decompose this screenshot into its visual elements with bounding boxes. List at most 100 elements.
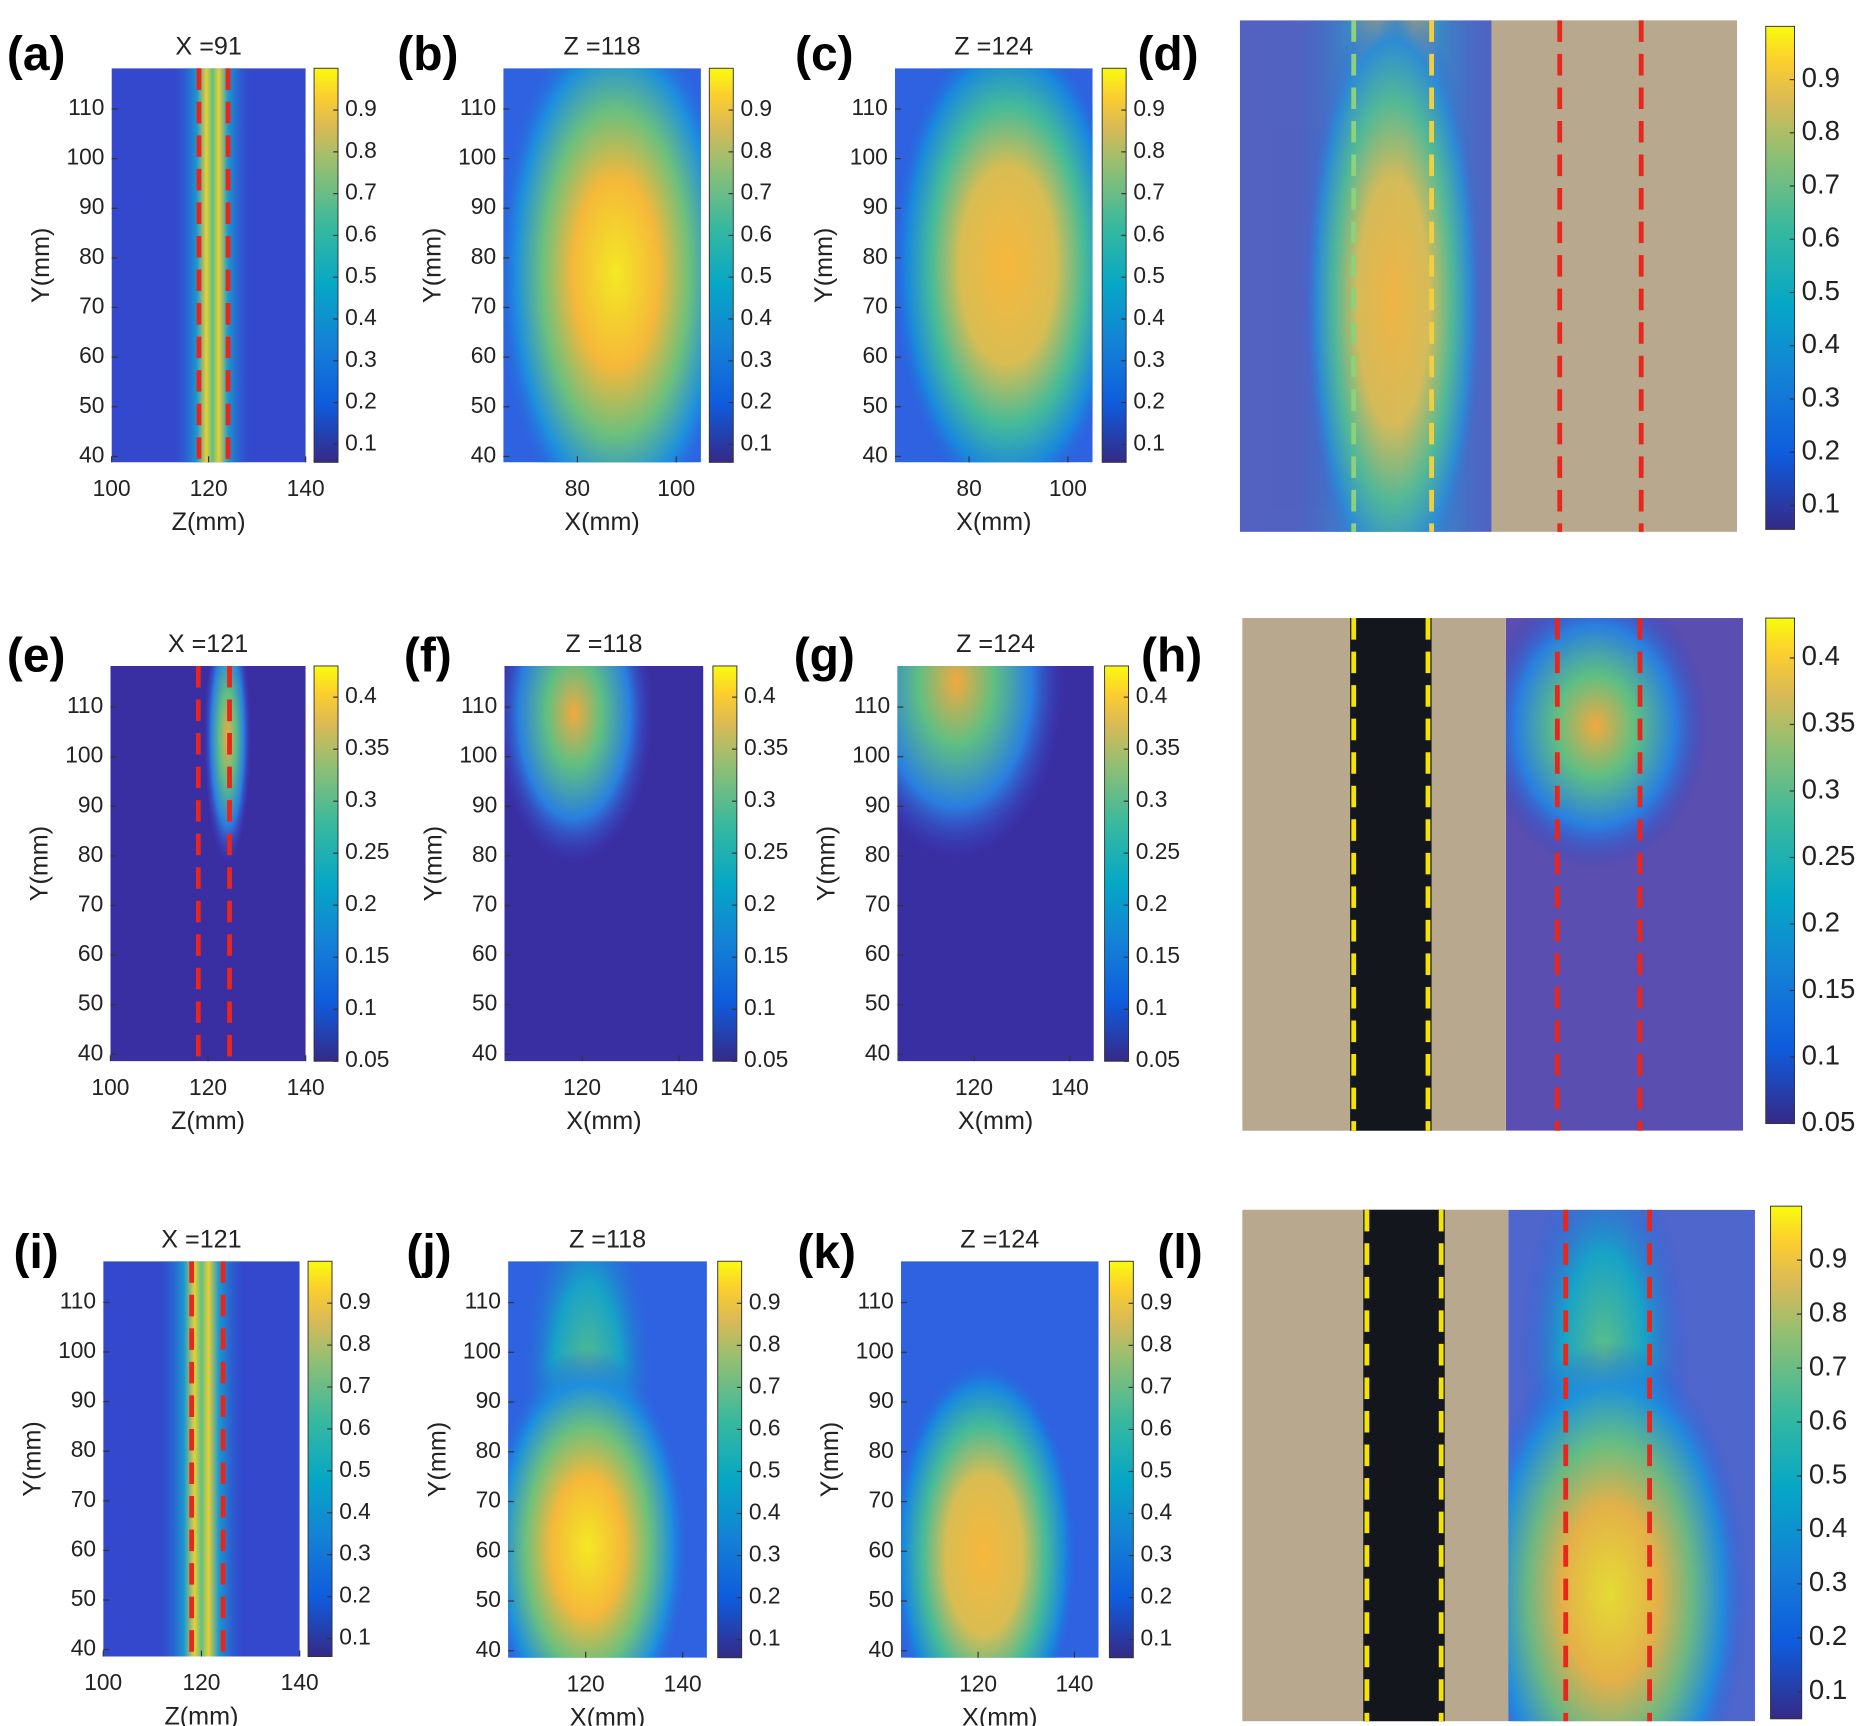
colorbar-tick-label: 0.2 bbox=[740, 388, 772, 414]
x-tick-label: 140 bbox=[1051, 1074, 1089, 1100]
y-tick-label: 40 bbox=[476, 1636, 501, 1662]
y-tick-label: 90 bbox=[865, 791, 890, 817]
panel: (j) 120 140 40 50 60 70 80 90 100 110 Z =118 X(mm) Y(… bbox=[406, 1226, 781, 1726]
heatmap bbox=[111, 68, 306, 463]
panel: (b) 80 100 40 50 60 70 80 90 100 110 Z =118 X(mm) Y(m… bbox=[397, 28, 772, 536]
photo-strip bbox=[1350, 618, 1432, 1131]
colorbar-tick-label: 0.3 bbox=[1802, 773, 1840, 804]
panel: (c) 80 100 40 50 60 70 80 90 100 110 Z =124 X(mm) Y(m… bbox=[795, 28, 1165, 536]
y-tick-label: 110 bbox=[460, 94, 496, 120]
y-tick-label: 40 bbox=[78, 1039, 103, 1065]
heatmap bbox=[503, 68, 701, 463]
heatmap bbox=[103, 1261, 300, 1657]
y-tick-label: 60 bbox=[71, 1535, 96, 1561]
colorbar-tick-label: 0.7 bbox=[1809, 1350, 1847, 1381]
x-axis-label: Z(mm) bbox=[164, 1702, 238, 1726]
y-tick-label: 110 bbox=[465, 1288, 501, 1314]
y-axis-label: Y(mm) bbox=[420, 826, 448, 901]
colorbar-tick-label: 0.1 bbox=[1802, 1039, 1840, 1070]
y-tick-label: 100 bbox=[58, 1337, 96, 1363]
colorbar-tick-label: 0.7 bbox=[1802, 168, 1840, 199]
y-tick-label: 100 bbox=[852, 742, 890, 768]
colorbar-tick-label: 0.1 bbox=[1141, 1625, 1173, 1651]
colorbar-tick-label: 0.05 bbox=[744, 1046, 788, 1072]
colorbar-tick-label: 0.35 bbox=[1802, 707, 1856, 738]
y-tick-label: 50 bbox=[78, 990, 103, 1016]
heatmap bbox=[508, 1261, 707, 1658]
y-tick-label: 110 bbox=[461, 692, 497, 718]
y-tick-label: 50 bbox=[865, 990, 890, 1016]
colorbar-tick-label: 0.3 bbox=[339, 1540, 371, 1566]
colorbar-tick-label: 0.2 bbox=[749, 1583, 781, 1609]
x-tick-label: 120 bbox=[563, 1074, 601, 1100]
y-tick-label: 50 bbox=[79, 392, 104, 418]
y-tick-label: 70 bbox=[865, 891, 890, 917]
heat-blob bbox=[894, 68, 1093, 463]
colorbar-tick-label: 0.2 bbox=[339, 1582, 371, 1608]
heat-overlay bbox=[1508, 1209, 1755, 1722]
heat-overlay bbox=[1505, 618, 1744, 1131]
y-tick-label: 40 bbox=[79, 441, 104, 467]
colorbar-tick-label: 0.1 bbox=[1133, 429, 1165, 455]
panel: (k) 120 140 40 50 60 70 80 90 100 110 Z =124 X(mm) Y(… bbox=[797, 1226, 1172, 1726]
y-tick-label: 110 bbox=[854, 692, 890, 718]
colorbar bbox=[1108, 1260, 1134, 1659]
colorbar bbox=[712, 665, 738, 1062]
panel-label: (d) bbox=[1137, 28, 1198, 81]
y-tick-label: 60 bbox=[78, 940, 103, 966]
y-tick-label: 50 bbox=[868, 1586, 893, 1612]
x-tick-label: 100 bbox=[657, 475, 695, 501]
y-tick-label: 110 bbox=[60, 1287, 96, 1313]
panel: (f) 120 140 40 50 60 70 80 90 100 110 Z =118 X(mm) Y(… bbox=[404, 629, 788, 1135]
y-tick-label: 50 bbox=[71, 1585, 96, 1611]
colorbar-tick-label: 0.3 bbox=[749, 1541, 781, 1567]
plot-title: Z =118 bbox=[565, 630, 642, 658]
colorbar-tick-label: 0.2 bbox=[1141, 1583, 1173, 1609]
colorbar-tick-label: 0.8 bbox=[749, 1330, 781, 1356]
x-axis-label: X(mm) bbox=[570, 1703, 645, 1726]
x-axis-label: Z(mm) bbox=[172, 508, 246, 536]
y-tick-label: 90 bbox=[862, 193, 887, 219]
plot-title: Z =124 bbox=[956, 630, 1035, 658]
panel-label: (b) bbox=[397, 28, 458, 81]
colorbar-tick-label: 0.2 bbox=[744, 890, 776, 916]
colorbar-tick-label: 0.6 bbox=[339, 1414, 371, 1440]
plot-title: Z =124 bbox=[960, 1226, 1039, 1254]
colorbar-tick-label: 0.8 bbox=[1809, 1296, 1847, 1327]
colorbar-tick-label: 0.3 bbox=[740, 346, 772, 372]
colorbar-tick-label: 0.6 bbox=[1802, 222, 1840, 253]
colorbar-tick-label: 0.2 bbox=[345, 388, 377, 414]
y-tick-label: 70 bbox=[868, 1487, 893, 1513]
panel-label: (h) bbox=[1141, 629, 1202, 682]
panel: (i) 100 120 140 40 50 60 70 80 90 100 110 X =121 Z(mm… bbox=[14, 1226, 371, 1726]
y-tick-label: 60 bbox=[862, 342, 887, 368]
colorbar-tick-label: 0.25 bbox=[1802, 840, 1856, 871]
colorbar-tick-label: 0.4 bbox=[740, 304, 772, 330]
colorbar-tick-label: 0.1 bbox=[339, 1624, 371, 1650]
colorbar-tick-label: 0.3 bbox=[1141, 1541, 1173, 1567]
x-tick-label: 120 bbox=[567, 1670, 605, 1696]
colorbar-tick-label: 0.3 bbox=[345, 346, 377, 372]
colorbar-tick-label: 0.3 bbox=[1136, 786, 1168, 812]
plot-title: Z =118 bbox=[569, 1226, 646, 1254]
panel: (h) 0.05 0.1 0.15 0.2 0.25 0.3 0.35 0.4 bbox=[1141, 617, 1856, 1137]
colorbar-tick-label: 0.15 bbox=[744, 942, 788, 968]
colorbar-tick-label: 0.3 bbox=[1133, 346, 1165, 372]
colorbar-tick-label: 0.4 bbox=[1141, 1499, 1173, 1525]
colorbar-tick-label: 0.9 bbox=[749, 1288, 781, 1314]
colorbar bbox=[1104, 665, 1130, 1062]
y-tick-label: 60 bbox=[79, 342, 104, 368]
colorbar-tick-label: 0.2 bbox=[1136, 890, 1168, 916]
y-tick-label: 80 bbox=[865, 841, 890, 867]
x-axis-label: X(mm) bbox=[962, 1703, 1037, 1726]
heat-band bbox=[173, 68, 252, 463]
y-tick-label: 110 bbox=[857, 1288, 893, 1314]
colorbar-tick-label: 0.4 bbox=[1133, 304, 1165, 330]
heat-blob bbox=[1505, 618, 1710, 870]
colorbar-tick-label: 0.5 bbox=[1133, 262, 1165, 288]
colorbar-tick-label: 0.7 bbox=[1141, 1372, 1173, 1398]
x-tick-label: 140 bbox=[287, 475, 325, 501]
y-tick-label: 90 bbox=[79, 193, 104, 219]
colorbar-tick-label: 0.3 bbox=[1809, 1566, 1847, 1597]
heat-overlay bbox=[1239, 20, 1492, 532]
